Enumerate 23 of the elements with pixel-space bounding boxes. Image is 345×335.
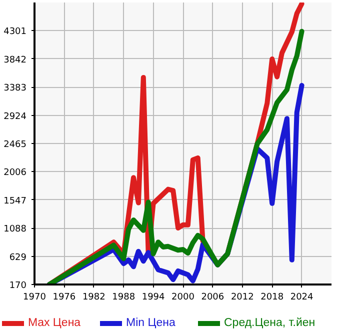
- x-tick-label: 1988: [112, 292, 136, 302]
- y-tick-label: 2924: [4, 112, 27, 122]
- x-tick-label: 1970: [23, 292, 46, 302]
- x-tick-label: 2006: [201, 292, 224, 302]
- y-tick-label: 2006: [4, 168, 27, 178]
- x-tick-label: 1976: [52, 292, 76, 302]
- y-tick-label: 1088: [4, 224, 27, 235]
- y-tick-label: 170: [9, 281, 27, 291]
- y-tick-label: 1547: [4, 196, 26, 206]
- x-tick-label: 1994: [142, 292, 166, 302]
- y-tick-label: 4301: [4, 27, 26, 38]
- x-tick-label: 2024: [290, 292, 314, 302]
- y-tick-label: 3383: [4, 84, 26, 94]
- legend-label: Сред.Цена, т.йен: [224, 317, 316, 329]
- y-tick-label: 629: [9, 252, 27, 263]
- x-tick-label: 2018: [260, 292, 284, 302]
- x-tick-label: 2012: [230, 292, 254, 302]
- legend-label: Max Цена: [28, 317, 81, 329]
- y-tick-label: 2465: [4, 140, 26, 150]
- y-tick-label: 3842: [4, 55, 26, 66]
- x-tick-label: 2000: [172, 292, 195, 302]
- legend-label: Min Цена: [126, 317, 176, 329]
- x-tick-label: 1982: [82, 292, 106, 302]
